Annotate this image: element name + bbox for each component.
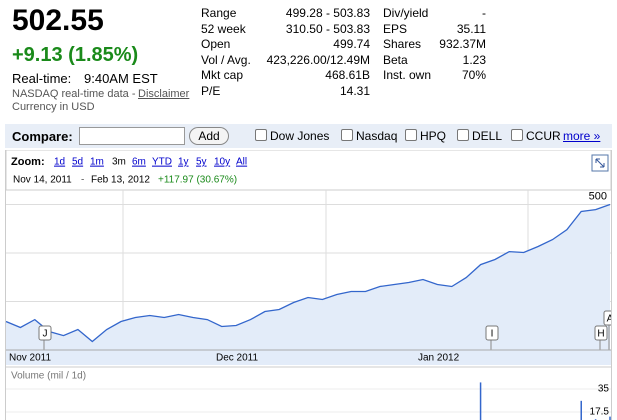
flag xyxy=(594,325,608,341)
zoom-option[interactable]: 3m xyxy=(112,157,126,168)
range-start: Nov 14, 2011 xyxy=(13,175,72,186)
stat-label: 52 week xyxy=(201,21,246,36)
y-tick-label: 500 xyxy=(589,190,607,202)
zoom-option[interactable]: 1m xyxy=(90,157,104,168)
price-line xyxy=(6,203,611,343)
checkbox[interactable] xyxy=(457,129,469,141)
compare-option[interactable]: Dow Jones xyxy=(255,129,329,143)
checkbox[interactable] xyxy=(511,129,523,141)
stat-label: Div/yield xyxy=(383,6,429,20)
volume-bar xyxy=(609,416,611,420)
area xyxy=(6,204,610,350)
compare-option[interactable]: CCUR xyxy=(511,129,561,143)
zoom-option[interactable]: 6m xyxy=(132,157,146,168)
x-axis-band xyxy=(6,350,611,365)
option-label: HPQ xyxy=(420,129,447,143)
compare-option[interactable]: DELL xyxy=(457,129,502,143)
flag-label: H xyxy=(597,329,604,340)
stat-value: 310.50 - 503.83 xyxy=(285,21,370,36)
flag-label: A xyxy=(607,314,612,325)
volume-tick-label: 35 xyxy=(598,384,610,395)
stat-label: EPS xyxy=(383,21,408,36)
stat-label: Range xyxy=(201,6,237,20)
checkbox[interactable] xyxy=(255,129,267,141)
option-label: Dow Jones xyxy=(270,129,330,143)
range-dash: - xyxy=(81,175,84,186)
stat-value: 499.74 xyxy=(333,37,370,51)
x-tick-label: Nov 2011 xyxy=(9,353,52,364)
expand-arrow xyxy=(595,158,605,168)
x-tick-label: Dec 2011 xyxy=(216,353,259,364)
stat-value: 932.37M xyxy=(439,37,486,51)
stat-value: 14.31 xyxy=(339,83,370,98)
currency: Currency in USD xyxy=(12,101,95,113)
compare-input[interactable] xyxy=(79,127,185,145)
flag xyxy=(38,325,52,341)
option-label: CCUR xyxy=(526,129,561,143)
chart-header xyxy=(6,150,611,191)
flag xyxy=(603,310,611,326)
volume-tick-label: 17.5 xyxy=(590,407,610,418)
stat-value: - xyxy=(482,6,486,20)
realtime-time: 9:40AM EST xyxy=(84,71,158,86)
more-link[interactable]: more » xyxy=(563,129,601,143)
volume-label: Volume (mil / 1d) xyxy=(11,371,86,382)
range-end: Feb 13, 2012 xyxy=(91,175,150,186)
stat-value: 70% xyxy=(461,68,486,82)
zoom-option[interactable]: 10y xyxy=(214,157,230,168)
compare-option[interactable]: HPQ xyxy=(405,129,446,143)
stat-value: 35.11 xyxy=(456,21,486,36)
stat-value: 468.61B xyxy=(325,68,370,82)
source: NASDAQ real-time data - xyxy=(12,88,136,100)
flag xyxy=(485,325,499,341)
flag-label: J xyxy=(43,329,48,340)
stat-label: Vol / Avg. xyxy=(201,52,251,67)
stat-value: 499.28 - 503.83 xyxy=(285,6,370,20)
stat-label: P/E xyxy=(201,83,221,98)
checkbox[interactable] xyxy=(341,129,353,141)
zoom-label: Zoom: xyxy=(11,156,45,168)
compare-bar: Compare: Add Dow Jones Nasdaq HPQ DELL CCUR … xyxy=(5,124,612,148)
zoom-option[interactable]: 1y xyxy=(178,157,189,168)
price: 502.55 xyxy=(12,4,104,37)
option-label: DELL xyxy=(472,129,503,143)
compare-option[interactable]: Nasdaq xyxy=(341,129,397,143)
volume-bar xyxy=(479,382,482,420)
disclaimer[interactable]: Disclaimer xyxy=(138,88,190,100)
zoom-option[interactable]: All xyxy=(236,157,247,168)
stat-value: 423,226.00/12.49M xyxy=(266,52,370,67)
checkbox[interactable] xyxy=(405,129,417,141)
option-label: Nasdaq xyxy=(356,129,398,143)
add-button[interactable]: Add xyxy=(189,127,229,145)
range-change: +117.97 (30.67%) xyxy=(158,175,237,186)
stat-label: Mkt cap xyxy=(201,68,244,82)
x-tick-label: Jan 2012 xyxy=(418,353,460,364)
stat-value: 1.23 xyxy=(462,52,486,67)
stat-label: Inst. own xyxy=(383,68,432,82)
change: +9.13 (1.85%) xyxy=(12,44,139,66)
price-chart: Zoom: 1d 5d 1m 3m 6m YTD 1y 5y 10y All Nov 14, 2011… xyxy=(5,150,612,420)
stat-label: Shares xyxy=(383,37,422,51)
zoom-option[interactable]: 1d xyxy=(54,157,65,168)
realtime-label: Real-time: xyxy=(12,71,72,86)
zoom-option[interactable]: 5d xyxy=(72,157,83,168)
compare-label: Compare: xyxy=(12,129,73,144)
flag-label: I xyxy=(491,329,494,340)
stat-label: Open xyxy=(201,37,231,51)
zoom-option[interactable]: YTD xyxy=(152,157,172,168)
volume-bar xyxy=(580,400,582,420)
stat-label: Beta xyxy=(383,52,408,67)
zoom-option[interactable]: 5y xyxy=(196,157,207,168)
